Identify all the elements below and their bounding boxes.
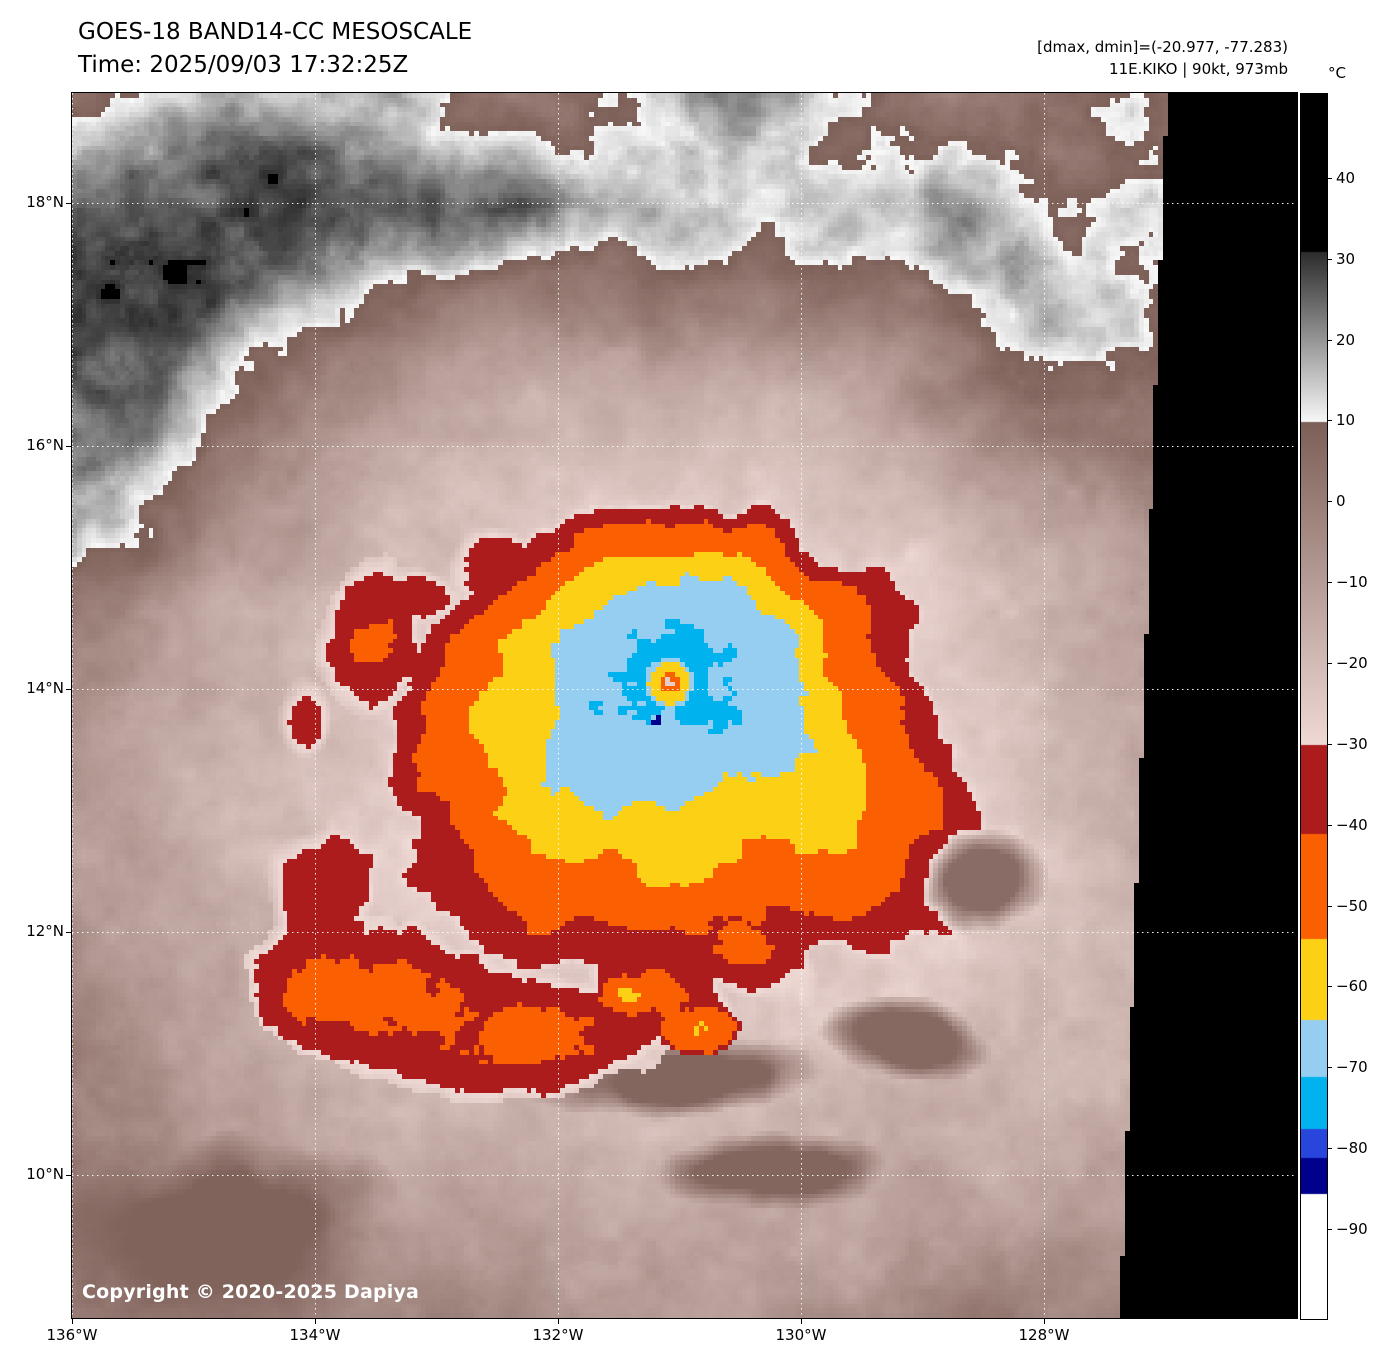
axis-tick-mark bbox=[1327, 582, 1332, 583]
satellite-image bbox=[72, 93, 1297, 1318]
axis-tick-mark bbox=[1327, 1067, 1332, 1068]
colorbar-tick-label: −30 bbox=[1336, 734, 1368, 753]
lat-tick-label: 14°N bbox=[26, 679, 64, 697]
colorbar-unit-label: °C bbox=[1328, 64, 1346, 82]
axis-tick-mark bbox=[72, 1319, 73, 1324]
dmax-dmin-readout: [dmax, dmin]=(-20.977, -77.283) bbox=[1037, 38, 1288, 56]
storm-info: 11E.KIKO | 90kt, 973mb bbox=[1109, 60, 1288, 78]
colorbar-tick-label: −10 bbox=[1336, 573, 1368, 592]
colorbar-tick-label: 20 bbox=[1336, 330, 1356, 349]
product-time: Time: 2025/09/03 17:32:25Z bbox=[78, 52, 409, 78]
colorbar-tick-label: 10 bbox=[1336, 411, 1356, 430]
colorbar-tick-label: −90 bbox=[1336, 1220, 1368, 1239]
lat-tick-label: 10°N bbox=[26, 1165, 64, 1183]
lat-tick-label: 16°N bbox=[26, 436, 64, 454]
header-left: GOES-18 BAND14-CC MESOSCALE Time: 2025/0… bbox=[78, 16, 472, 82]
page-title: GOES-18 BAND14-CC MESOSCALE bbox=[78, 19, 473, 45]
colorbar-gradient bbox=[1300, 93, 1328, 1320]
lat-tick-label: 18°N bbox=[26, 193, 64, 211]
lon-tick-label: 136°W bbox=[46, 1326, 98, 1344]
axis-tick-mark bbox=[1327, 1148, 1332, 1149]
axis-tick-mark bbox=[1327, 1229, 1332, 1230]
axis-tick-mark bbox=[801, 1319, 802, 1324]
header-right: [dmax, dmin]=(-20.977, -77.283) 11E.KIKO… bbox=[900, 36, 1288, 80]
colorbar bbox=[1300, 93, 1328, 1320]
axis-tick-mark bbox=[66, 203, 71, 204]
axis-tick-mark bbox=[1327, 340, 1332, 341]
axis-tick-mark bbox=[315, 1319, 316, 1324]
axis-tick-mark bbox=[1327, 906, 1332, 907]
map-plot-area: Copyright © 2020-2025 Dapiya bbox=[71, 92, 1298, 1319]
axis-tick-mark bbox=[66, 446, 71, 447]
colorbar-tick-label: −80 bbox=[1336, 1139, 1368, 1158]
lat-tick-label: 12°N bbox=[26, 922, 64, 940]
copyright-watermark: Copyright © 2020-2025 Dapiya bbox=[82, 1281, 420, 1303]
colorbar-tick-label: 40 bbox=[1336, 168, 1356, 187]
lon-tick-label: 128°W bbox=[1018, 1326, 1070, 1344]
axis-tick-mark bbox=[1044, 1319, 1045, 1324]
colorbar-tick-label: −50 bbox=[1336, 896, 1368, 915]
lon-tick-label: 130°W bbox=[775, 1326, 827, 1344]
axis-tick-mark bbox=[66, 689, 71, 690]
axis-tick-mark bbox=[1327, 178, 1332, 179]
axis-tick-mark bbox=[1327, 986, 1332, 987]
axis-tick-mark bbox=[1327, 744, 1332, 745]
lon-tick-label: 132°W bbox=[532, 1326, 584, 1344]
axis-tick-mark bbox=[1327, 501, 1332, 502]
colorbar-tick-label: −40 bbox=[1336, 815, 1368, 834]
axis-tick-mark bbox=[66, 1175, 71, 1176]
axis-tick-mark bbox=[1327, 259, 1332, 260]
axis-tick-mark bbox=[1327, 420, 1332, 421]
colorbar-tick-label: −20 bbox=[1336, 654, 1368, 673]
axis-tick-mark bbox=[66, 932, 71, 933]
axis-tick-mark bbox=[1327, 663, 1332, 664]
colorbar-tick-label: 0 bbox=[1336, 492, 1346, 511]
axis-tick-mark bbox=[1327, 825, 1332, 826]
axis-tick-mark bbox=[558, 1319, 559, 1324]
lon-tick-label: 134°W bbox=[289, 1326, 341, 1344]
colorbar-tick-label: −70 bbox=[1336, 1058, 1368, 1077]
colorbar-tick-label: 30 bbox=[1336, 249, 1356, 268]
colorbar-tick-label: −60 bbox=[1336, 977, 1368, 996]
